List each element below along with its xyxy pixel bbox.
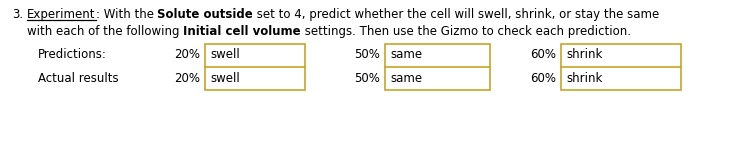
- Bar: [561, 44, 681, 90]
- Text: shrink: shrink: [566, 48, 603, 60]
- Text: Actual results: Actual results: [38, 72, 119, 84]
- Text: 3.: 3.: [12, 8, 23, 21]
- Text: 60%: 60%: [530, 72, 556, 84]
- Text: 60%: 60%: [530, 48, 556, 60]
- Text: with each of the following: with each of the following: [27, 25, 183, 38]
- Text: same: same: [390, 48, 422, 60]
- Text: Solute outside: Solute outside: [157, 8, 253, 21]
- Text: 50%: 50%: [354, 72, 380, 84]
- Bar: [205, 44, 305, 90]
- Text: Predictions:: Predictions:: [38, 48, 107, 60]
- Bar: [385, 44, 490, 90]
- Text: same: same: [390, 72, 422, 84]
- Text: 20%: 20%: [174, 48, 200, 60]
- Text: 50%: 50%: [354, 48, 380, 60]
- Text: swell: swell: [210, 72, 240, 84]
- Text: 20%: 20%: [174, 72, 200, 84]
- Text: : With the: : With the: [96, 8, 157, 21]
- Text: swell: swell: [210, 48, 240, 60]
- Text: shrink: shrink: [566, 72, 603, 84]
- Text: Initial cell volume: Initial cell volume: [183, 25, 301, 38]
- Text: settings. Then use the Gizmo to check each prediction.: settings. Then use the Gizmo to check ea…: [301, 25, 631, 38]
- Text: set to 4, predict whether the cell will swell, shrink, or stay the same: set to 4, predict whether the cell will …: [253, 8, 660, 21]
- Text: Experiment: Experiment: [27, 8, 96, 21]
